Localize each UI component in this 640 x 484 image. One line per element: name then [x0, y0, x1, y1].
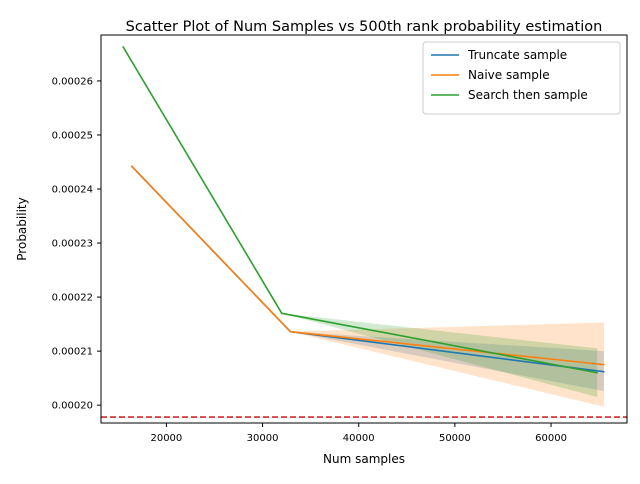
- legend: Truncate sample Naive sample Search then s…: [422, 41, 621, 115]
- series-lines: [122, 46, 605, 374]
- point-series-2-0: [122, 46, 124, 48]
- band-series-0: [131, 166, 604, 392]
- point-series-2-1: [280, 312, 283, 315]
- y-axis-ticks: 0.00020 0.00021 0.00022 0.00023 0.00024 0.000…: [52, 76, 101, 412]
- point-series-2-2: [596, 371, 598, 374]
- y-tick-label-2: 0.00022: [52, 293, 93, 304]
- x-tick-label-4: 60000: [535, 433, 567, 444]
- y-tick-label-5: 0.00025: [52, 130, 93, 141]
- x-tick-label-0: 20000: [150, 433, 182, 444]
- y-tick-label-4: 0.00024: [52, 185, 93, 196]
- point-series-1-2: [603, 363, 605, 366]
- x-axis-label: Num samples: [323, 452, 405, 466]
- plot-area-frame: [100, 34, 628, 424]
- band-series-1: [131, 166, 604, 407]
- legend-box: [422, 41, 621, 115]
- legend-label-0: Truncate sample: [467, 48, 567, 62]
- legend-label-1: Naive sample: [468, 68, 550, 82]
- x-tick-label-1: 30000: [247, 433, 279, 444]
- point-series-1-1: [289, 330, 292, 333]
- x-tick-label-2: 40000: [343, 433, 375, 444]
- y-tick-label-0: 0.00020: [52, 401, 93, 412]
- y-axis-label: Probability: [15, 197, 29, 260]
- legend-label-2: Search then sample: [468, 88, 588, 102]
- y-tick-label-6: 0.00026: [52, 76, 93, 87]
- y-tick-label-3: 0.00023: [52, 239, 93, 250]
- y-tick-label-1: 0.00021: [52, 347, 93, 358]
- x-tick-label-3: 50000: [439, 433, 471, 444]
- confidence-bands: [123, 46, 604, 407]
- x-axis-ticks: 20000 30000 40000 50000 60000: [150, 423, 567, 444]
- point-series-0-2: [603, 370, 605, 373]
- point-series-1-0: [130, 165, 133, 168]
- chart-title: Scatter Plot of Num Samples vs 500th ran…: [126, 19, 603, 35]
- band-series-2: [123, 46, 598, 398]
